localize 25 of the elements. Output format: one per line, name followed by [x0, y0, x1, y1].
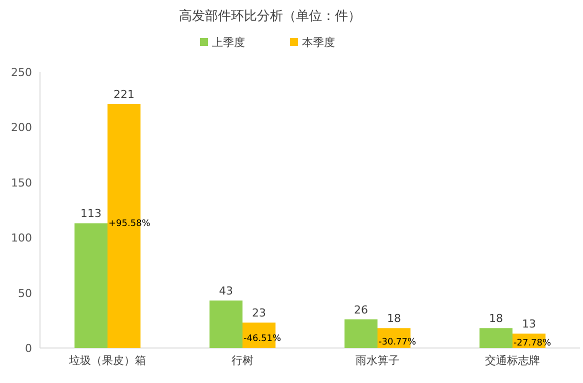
- data-label: 221: [114, 88, 134, 102]
- x-tick-label: 行树: [232, 354, 254, 367]
- bar: [210, 300, 242, 348]
- y-tick-label: 250: [11, 66, 32, 79]
- legend-label: 上季度: [212, 36, 245, 49]
- legend-label: 本季度: [302, 36, 335, 49]
- data-label: 23: [252, 306, 266, 320]
- y-tick-label: 50: [18, 286, 32, 300]
- y-tick-label: 150: [11, 176, 32, 190]
- bar: [344, 319, 378, 348]
- bar: [480, 328, 512, 348]
- y-tick-label: 0: [25, 342, 32, 355]
- bar: [74, 223, 108, 348]
- y-tick-label: 100: [11, 232, 32, 245]
- data-label: 26: [354, 303, 368, 316]
- chart-title: 高发部件环比分析（单位：件）: [179, 8, 361, 24]
- x-tick-label: 雨水箅子: [356, 354, 400, 367]
- data-label: 113: [80, 207, 102, 220]
- y-tick-label: 200: [11, 121, 32, 134]
- data-label: 13: [522, 318, 536, 331]
- data-label: 43: [219, 284, 233, 298]
- x-tick-label: 垃圾（果皮）箱: [68, 354, 146, 367]
- data-label: 18: [489, 312, 503, 326]
- x-tick-label: 交通标志牌: [485, 354, 540, 367]
- data-label: 18: [387, 312, 401, 326]
